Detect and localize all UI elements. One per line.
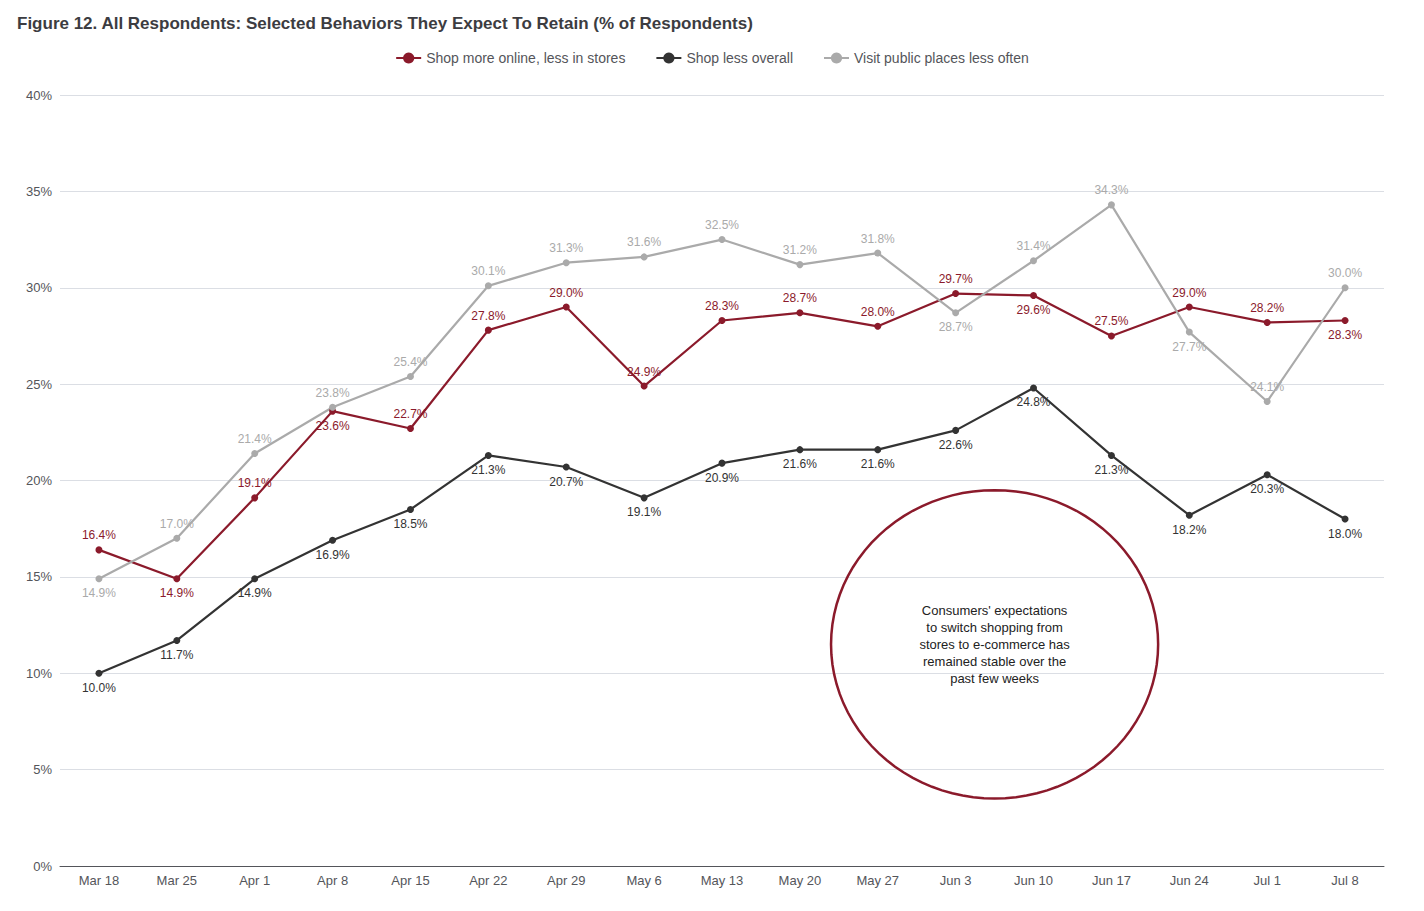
svg-text:11.7%: 11.7%: [160, 648, 193, 662]
svg-text:May 13: May 13: [701, 873, 744, 888]
svg-text:28.0%: 28.0%: [861, 305, 895, 319]
svg-text:25%: 25%: [26, 377, 52, 392]
svg-text:17.0%: 17.0%: [160, 517, 194, 531]
svg-text:29.0%: 29.0%: [1172, 286, 1206, 300]
svg-text:28.3%: 28.3%: [1328, 328, 1362, 342]
svg-text:19.1%: 19.1%: [627, 505, 661, 519]
svg-text:Jun 17: Jun 17: [1092, 873, 1131, 888]
svg-text:Jun 3: Jun 3: [940, 873, 972, 888]
svg-text:22.6%: 22.6%: [939, 438, 973, 452]
svg-text:21.3%: 21.3%: [1094, 463, 1128, 477]
svg-text:Figure 12. All Respondents: Se: Figure 12. All Respondents: Selected Beh…: [17, 14, 753, 33]
svg-text:20.3%: 20.3%: [1250, 482, 1284, 496]
svg-text:Consumers' expectations: Consumers' expectations: [922, 603, 1068, 618]
svg-text:35%: 35%: [26, 184, 52, 199]
svg-text:Jul 8: Jul 8: [1331, 873, 1358, 888]
svg-text:Shop more online, less in stor: Shop more online, less in stores: [426, 50, 625, 66]
svg-text:24.9%: 24.9%: [627, 365, 661, 379]
svg-text:31.4%: 31.4%: [1017, 239, 1051, 253]
svg-text:20%: 20%: [26, 473, 52, 488]
svg-text:18.5%: 18.5%: [393, 517, 427, 531]
svg-text:32.5%: 32.5%: [705, 218, 739, 232]
svg-text:25.4%: 25.4%: [393, 355, 427, 369]
svg-text:21.3%: 21.3%: [471, 463, 505, 477]
svg-text:Mar 25: Mar 25: [157, 873, 197, 888]
svg-text:Apr 8: Apr 8: [317, 873, 348, 888]
svg-text:20.7%: 20.7%: [549, 475, 583, 489]
svg-text:Mar 18: Mar 18: [79, 873, 119, 888]
svg-text:16.9%: 16.9%: [316, 548, 350, 562]
svg-text:0%: 0%: [33, 859, 52, 874]
svg-text:15%: 15%: [26, 569, 52, 584]
svg-text:22.7%: 22.7%: [393, 407, 427, 421]
svg-text:20.9%: 20.9%: [705, 471, 739, 485]
svg-text:31.3%: 31.3%: [549, 241, 583, 255]
svg-text:19.1%: 19.1%: [238, 476, 272, 490]
svg-text:29.6%: 29.6%: [1017, 303, 1051, 317]
svg-text:Jul 1: Jul 1: [1253, 873, 1280, 888]
svg-text:to switch shopping from: to switch shopping from: [926, 620, 1063, 635]
svg-text:27.7%: 27.7%: [1172, 340, 1206, 354]
svg-text:23.6%: 23.6%: [316, 419, 350, 433]
svg-text:remained stable over the: remained stable over the: [923, 654, 1066, 669]
svg-text:10.0%: 10.0%: [82, 681, 116, 695]
svg-text:29.7%: 29.7%: [939, 272, 973, 286]
svg-text:Apr 1: Apr 1: [239, 873, 270, 888]
svg-text:23.8%: 23.8%: [316, 386, 350, 400]
svg-text:18.2%: 18.2%: [1172, 523, 1206, 537]
svg-text:18.0%: 18.0%: [1328, 527, 1362, 541]
svg-text:May 6: May 6: [626, 873, 661, 888]
svg-text:16.4%: 16.4%: [82, 528, 116, 542]
svg-text:31.6%: 31.6%: [627, 235, 661, 249]
svg-text:May 20: May 20: [779, 873, 822, 888]
svg-text:stores to e-commerce has: stores to e-commerce has: [919, 637, 1070, 652]
svg-text:Jun 24: Jun 24: [1170, 873, 1209, 888]
svg-text:40%: 40%: [26, 88, 52, 103]
svg-text:30%: 30%: [26, 280, 52, 295]
svg-text:21.4%: 21.4%: [238, 432, 272, 446]
svg-text:28.7%: 28.7%: [783, 291, 817, 305]
svg-text:5%: 5%: [33, 762, 52, 777]
svg-text:24.8%: 24.8%: [1017, 395, 1051, 409]
svg-text:past few weeks: past few weeks: [950, 671, 1039, 686]
svg-text:Jun 10: Jun 10: [1014, 873, 1053, 888]
svg-text:31.8%: 31.8%: [861, 232, 895, 246]
svg-text:31.2%: 31.2%: [783, 243, 817, 257]
svg-text:24.1%: 24.1%: [1250, 380, 1284, 394]
svg-text:27.8%: 27.8%: [471, 309, 505, 323]
svg-text:10%: 10%: [26, 666, 52, 681]
svg-text:14.9%: 14.9%: [238, 586, 272, 600]
svg-text:14.9%: 14.9%: [82, 586, 116, 600]
svg-text:30.1%: 30.1%: [471, 264, 505, 278]
svg-text:34.3%: 34.3%: [1094, 183, 1128, 197]
svg-text:28.3%: 28.3%: [705, 299, 739, 313]
svg-text:May 27: May 27: [856, 873, 899, 888]
svg-text:Apr 29: Apr 29: [547, 873, 585, 888]
svg-text:Apr 15: Apr 15: [391, 873, 429, 888]
svg-text:30.0%: 30.0%: [1328, 266, 1362, 280]
svg-text:28.2%: 28.2%: [1250, 301, 1284, 315]
svg-text:21.6%: 21.6%: [861, 457, 895, 471]
svg-text:Visit public places less often: Visit public places less often: [854, 50, 1029, 66]
svg-text:21.6%: 21.6%: [783, 457, 817, 471]
svg-text:28.7%: 28.7%: [939, 320, 973, 334]
svg-text:29.0%: 29.0%: [549, 286, 583, 300]
svg-text:Apr 22: Apr 22: [469, 873, 507, 888]
svg-text:14.9%: 14.9%: [160, 586, 194, 600]
svg-text:27.5%: 27.5%: [1094, 314, 1128, 328]
svg-text:Shop less overall: Shop less overall: [686, 50, 793, 66]
